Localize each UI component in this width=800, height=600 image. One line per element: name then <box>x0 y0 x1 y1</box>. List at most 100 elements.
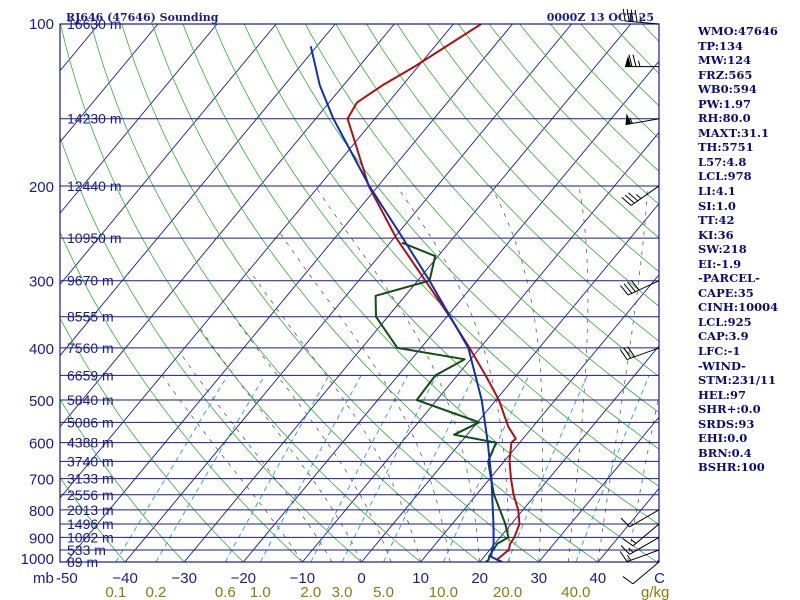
index-item: EI:-1.9 <box>698 256 742 271</box>
temperature-trace <box>346 24 521 562</box>
pressure-label: 800 <box>29 503 54 520</box>
index-item: LFC:-1 <box>698 344 741 359</box>
height-label: 14230 m <box>67 111 121 127</box>
mixing-ratio-line <box>259 375 362 562</box>
wind-barb <box>625 54 659 68</box>
mixing-ratio-line <box>115 375 228 562</box>
sounding-traces <box>309 24 521 562</box>
wind-barb <box>622 523 660 547</box>
dry-adiabat-line <box>182 24 658 562</box>
isotherm-line <box>479 345 659 562</box>
temperature-tick-label: −40 <box>112 570 137 587</box>
height-label: 16630 m <box>67 16 121 32</box>
pressure-label: 200 <box>29 179 54 196</box>
mixing-ratio-line <box>575 375 650 562</box>
pressure-label: 700 <box>29 472 54 489</box>
mixing-ratio-unit-label: g/kg <box>641 584 669 600</box>
mixing-ratio-label: 1.0 <box>250 584 271 600</box>
mixing-ratio-label: 0.1 <box>105 584 126 600</box>
sounding-time: 0000Z 13 OCT 25 <box>547 11 654 24</box>
mixing-ratio-label: 20.0 <box>493 584 522 600</box>
index-item: STM:231/11 <box>698 373 777 388</box>
wind-barb <box>619 549 660 563</box>
index-item: LCL:978 <box>698 169 752 184</box>
mixing-ratio-line <box>383 375 475 562</box>
plot-area <box>60 24 659 562</box>
index-item: SW:218 <box>698 242 747 257</box>
mixing-ratio-line <box>442 375 530 562</box>
isotherm-line <box>60 24 159 143</box>
height-label: 5086 m <box>67 414 114 430</box>
mixing-ratio-label: 5.0 <box>373 584 394 600</box>
height-label: 1002 m <box>67 529 114 545</box>
index-item: BRN:0.4 <box>698 445 752 460</box>
index-item: SI:1.0 <box>698 198 736 213</box>
height-label: 5840 m <box>67 392 114 408</box>
mixing-ratio-label: 0.2 <box>145 584 166 600</box>
isotherm-line <box>420 274 659 562</box>
temperature-tick-label: 10 <box>412 570 429 587</box>
height-label: 1496 m <box>67 516 114 532</box>
mixing-ratio-label: 10.0 <box>429 584 458 600</box>
mixing-ratio-label: 3.0 <box>332 584 353 600</box>
temperature-tick-label: −20 <box>231 570 256 587</box>
moist-adiabats <box>160 185 659 562</box>
index-item: CINH:10004 <box>698 300 779 315</box>
index-item: LI:4.1 <box>698 184 736 199</box>
temperature-tick-label: −10 <box>290 570 315 587</box>
height-label: 4388 m <box>67 435 114 451</box>
index-item: PW:1.97 <box>698 96 752 111</box>
index-item: HEL:97 <box>698 387 746 402</box>
height-label: 2013 m <box>67 502 114 518</box>
wind-barb <box>622 8 660 25</box>
pressure-label: 300 <box>29 274 54 291</box>
moist-adiabat-line <box>221 299 392 562</box>
moist-adiabat-line <box>248 268 421 562</box>
index-item: TH:5751 <box>698 140 754 155</box>
temperature-tick-label: 0 <box>357 570 365 587</box>
indices-panel: WMO:47646 TP:134 MW:124 FRZ:565 WB0:594 PW:1.… <box>698 24 798 475</box>
mixing-ratio-lines <box>115 375 650 562</box>
height-label: 10950 m <box>67 230 121 246</box>
pressure-labels: 100 200 300 400 500 600 700 800 900 1000 <box>21 16 54 568</box>
index-item: EHI:0.0 <box>698 431 748 446</box>
wind-barb <box>622 561 660 585</box>
isotherm-line <box>124 24 572 562</box>
isotherm-line <box>361 202 659 562</box>
height-label: 89 m <box>67 554 98 570</box>
dry-adiabat-line <box>243 24 659 487</box>
height-label: 6659 m <box>67 367 114 383</box>
height-label: 8555 m <box>67 309 114 325</box>
wind-barb <box>620 536 660 555</box>
index-item: RH:80.0 <box>698 111 751 126</box>
isotherm-line <box>60 24 454 499</box>
wind-barb <box>621 185 660 206</box>
height-label: 2556 m <box>67 487 114 503</box>
isotherm-line <box>302 131 659 562</box>
moist-adiabat-line <box>490 185 544 562</box>
index-item: WMO:47646 <box>698 24 778 38</box>
isotherm-line <box>242 60 659 562</box>
mixing-ratio-label: 2.0 <box>300 584 321 600</box>
wind-barb <box>625 113 660 126</box>
mixing-ratio-labels: 0.1 0.2 0.6 1.0 2.0 3.0 5.0 10.0 20.0 40.0 <box>105 584 590 600</box>
pressure-label: 1000 <box>21 551 54 568</box>
index-item: CAPE:35 <box>698 285 754 300</box>
isobars <box>60 24 659 562</box>
temperature-tick-label: −30 <box>171 570 196 587</box>
index-item: KI:36 <box>698 227 734 242</box>
height-label: 12440 m <box>67 178 121 194</box>
wind-barb <box>620 509 660 528</box>
wind-barbs <box>619 8 660 585</box>
height-labels: 16630 m 14230 m 12440 m 10950 m 9670 m 8555 m… <box>67 16 121 570</box>
isotherm-line <box>60 24 218 214</box>
isotherm-line <box>183 24 632 562</box>
station-title: RJ646 (47646) Sounding <box>66 11 219 24</box>
index-item: -WIND- <box>698 358 746 373</box>
index-item: CAP:3.9 <box>698 329 749 344</box>
index-item: SRDS:93 <box>698 416 755 431</box>
isotherm-line <box>60 24 395 428</box>
temperature-tick-label: 30 <box>530 570 547 587</box>
wind-barb <box>619 346 660 361</box>
